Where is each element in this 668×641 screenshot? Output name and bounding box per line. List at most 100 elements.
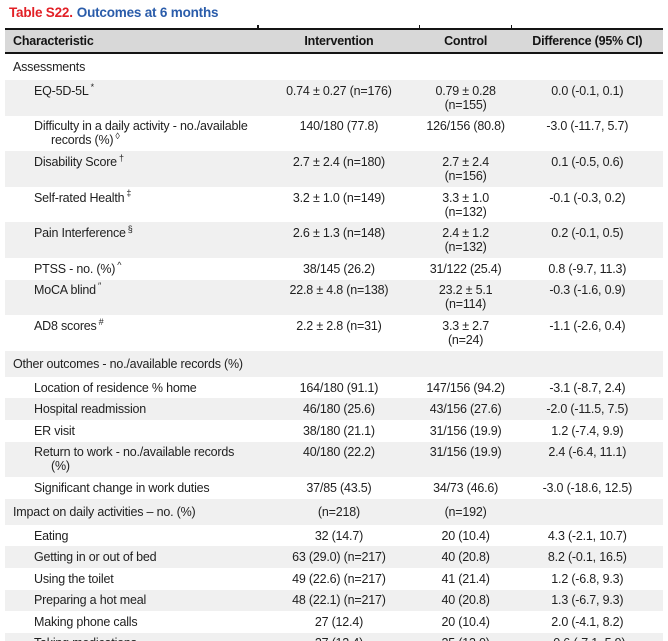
intervention-cell: 38/180 (21.1) [303,423,375,438]
characteristic-label: Preparing a hot meal [34,593,147,608]
characteristic-cell: Self-rated Health ‡ [5,187,258,223]
control-cell: 40 (20.8) [441,550,490,565]
difference-cell: -1.1 (-2.6, 0.4) [549,318,626,333]
difference-cell: 2.4 (-6.4, 11.1) [548,445,627,460]
difference-cell: 4.3 (-2.1, 10.7) [547,528,627,543]
table-row: Making phone calls 27 (12.4) 20 (10.4) 2.0 … [5,611,663,633]
characteristic-label: PTSS - no. (%) [34,261,116,276]
intervention-cell: 3.2 ± 1.0 (n=149) [292,190,385,205]
table-row: ER visit 38/180 (21.1) 31/156 (19.9) 1.2 (-… [5,420,663,442]
characteristic-cell: Getting in or out of bed [5,546,258,568]
control-cell: 20 (10.4) [441,614,490,629]
characteristic-cell: Return to work - no./available records (… [5,442,258,478]
difference-cell: 0.0 (-0.1, 0.1) [551,83,624,98]
difference-cell: 1.2 (-6.8, 9.3) [551,571,624,586]
characteristic-label: Self-rated Health [34,190,125,205]
control-cell: 3.3 ± 1.0 (n=132) [442,190,489,219]
table-row: Using the toilet 49 (22.6) (n=217) 41 (21.… [5,568,663,590]
difference-cell: -3.0 (-18.6, 12.5) [542,480,633,495]
control-cell: 31/122 (25.4) [429,261,502,276]
section-row: Impact on daily activities – no. (%) (n=2… [5,498,663,525]
intervention-cell: 46/180 (25.6) [303,402,375,417]
characteristic-label: Hospital readmission [34,402,147,417]
header-row: Characteristic Intervention Control Diff… [5,26,663,54]
characteristic-cell: Taking medications [5,633,258,641]
table-row: Taking medications 27 (12.4)25 (13.0)-0.6… [5,632,663,641]
intervention-cell [258,53,419,80]
characteristic-cell: Making phone calls [5,611,258,633]
difference-cell: 0.2 (-0.1, 0.5) [551,226,624,241]
table-title: Table S22. Outcomes at 6 months [0,0,668,20]
control-cell: 3.3 ± 2.7 (n=24) [442,318,489,347]
control-cell: 147/156 (94.2) [426,380,505,395]
difference-cell: 0.8 (-9.7, 11.3) [548,261,627,276]
intervention-cell: 32 (14.7) [314,528,364,543]
characteristic-label: Making phone calls [34,614,138,629]
table-header: Characteristic Intervention Control Diff… [5,26,663,54]
table-row: Return to work - no./available records (… [5,441,663,478]
control-cell: 40 (20.8) [441,593,490,608]
characteristic-label: Location of residence % home [34,380,197,395]
difference-cell [512,351,663,377]
characteristic-label: Getting in or out of bed [34,550,157,565]
section-row: Assessments [5,53,663,80]
control-cell: (n=192) [444,504,487,519]
intervention-cell: 2.2 ± 2.8 (n=31) [296,318,382,333]
characteristic-cell: AD8 scores # [5,315,258,351]
characteristic-label: ER visit [34,423,75,438]
outcomes-table-body: Assessments EQ-5D-5L * 0.74 ± 0.27 (n=176) 0… [5,53,663,641]
characteristic-cell: Impact on daily activities – no. (%) [5,499,258,525]
difference-cell: -0.1 (-0.3, 0.2) [549,190,626,205]
footnote-symbol: ◊ [115,131,120,142]
characteristic-cell: Pain Interference § [5,222,258,258]
column-header-control: Control [418,26,512,54]
characteristic-label: EQ-5D-5L [34,83,89,98]
table-number: Table S22. [9,5,73,20]
difference-cell: -0.3 (-1.6, 0.9) [549,283,626,298]
control-cell: 34/73 (46.6) [433,480,499,495]
characteristic-label: Pain Interference [34,226,126,241]
intervention-cell: 22.8 ± 4.8 (n=138) [289,283,389,298]
footnote-symbol: † [118,152,124,163]
intervention-cell: 27 (12.4) [314,614,364,629]
intervention-cell: 2.6 ± 1.3 (n=148) [292,226,385,241]
intervention-cell: (n=218) [317,504,360,519]
section-row: Other outcomes - no./available records (… [5,350,663,377]
intervention-cell: 48 (22.1) (n=217) [292,593,386,608]
table-row: Pain Interference § 2.6 ± 1.3 (n=148) 2.4 ±… [5,222,663,258]
characteristic-label: Taking medications [34,636,137,641]
difference-cell: 1.3 (-6.7, 9.3) [551,593,624,608]
intervention-cell: 164/180 (91.1) [299,380,379,395]
table-row: Eating 32 (14.7) 20 (10.4) 4.3 (-2.1, 10.7) [5,525,663,547]
difference-cell: 8.2 (-0.1, 16.5) [547,550,627,565]
characteristic-label: AD8 scores [34,318,97,333]
difference-cell: 2.0 (-4.1, 8.2) [551,614,624,629]
characteristic-label: Assessments [13,60,86,74]
table-row: Difficulty in a daily activity - no./ava… [5,116,663,152]
control-cell: 126/156 (80.8) [426,119,505,134]
characteristic-cell: EQ-5D-5L * [5,80,258,116]
characteristic-cell: Difficulty in a daily activity - no./ava… [5,116,258,152]
intervention-cell: 37/85 (43.5) [306,480,372,495]
characteristic-cell: Preparing a hot meal [5,590,258,612]
characteristic-label: MoCA blind [34,283,96,298]
outcomes-table: Characteristic Intervention Control Diff… [5,26,663,641]
table-row: AD8 scores # 2.2 ± 2.8 (n=31) 3.3 ± 2.7 (n=… [5,315,663,351]
control-cell: 43/156 (27.6) [429,402,502,417]
characteristic-cell: Significant change in work duties [5,477,258,499]
characteristic-label: Significant change in work duties [34,480,210,495]
difference-cell: -2.0 (-11.5, 7.5) [546,402,629,417]
characteristic-label: Other outcomes - no./available records (… [13,356,243,371]
difference-cell [512,53,663,80]
intervention-cell: 140/180 (77.8) [299,119,379,134]
control-cell: 0.79 ± 0.28 (n=155) [435,83,496,112]
control-cell: 41 (21.4) [441,571,490,586]
characteristic-cell: Using the toilet [5,568,258,590]
control-cell [420,351,512,377]
characteristic-cell: Hospital readmission [5,398,258,420]
intervention-cell: 0.74 ± 0.27 (n=176) [286,83,392,98]
table-row: Significant change in work duties 37/85 (… [5,477,663,499]
control-cell: 31/156 (19.9) [429,445,502,460]
difference-cell: 0.1 (-0.5, 0.6) [551,154,624,169]
characteristic-cell: ER visit [5,420,258,442]
